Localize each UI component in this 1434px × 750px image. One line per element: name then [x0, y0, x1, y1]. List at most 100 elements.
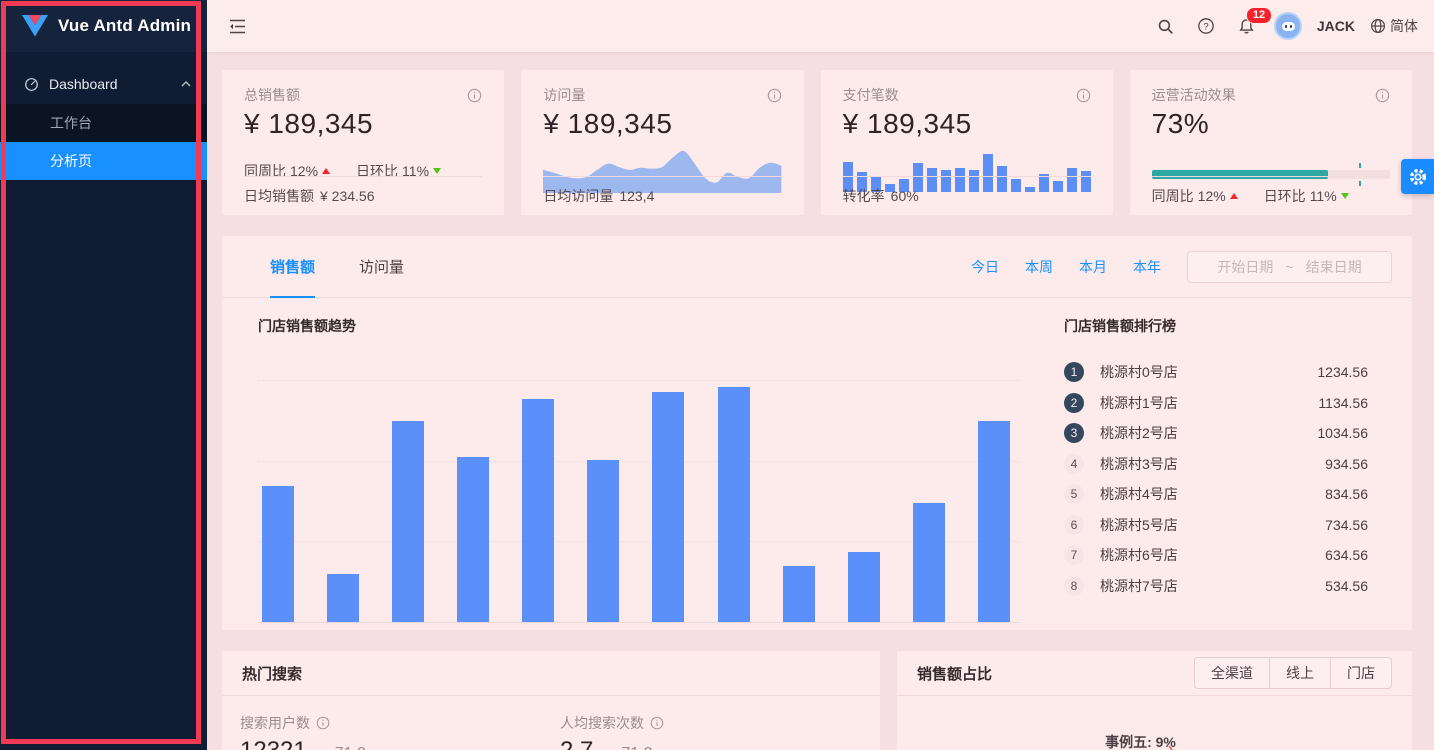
store-name: 桃源村2号店 — [1100, 425, 1178, 442]
mini-bar — [870, 176, 881, 192]
settings-button[interactable] — [1401, 159, 1434, 194]
stat-title: 访问量 — [543, 87, 586, 103]
info-icon[interactable] — [650, 716, 664, 730]
avatar[interactable] — [1273, 12, 1302, 40]
all-channel-button[interactable]: 全渠道 — [1194, 657, 1270, 689]
filter-year[interactable]: 本年 — [1133, 258, 1161, 275]
visit-trend-area-chart — [543, 149, 782, 193]
filter-week[interactable]: 本周 — [1025, 258, 1053, 275]
store-name: 桃源村6号店 — [1100, 547, 1178, 564]
ranking-list: 1 桃源村0号店 1234.56 2 桃源村1号店 1134.56 3 桃源村2号店 1034.… — [1064, 357, 1368, 601]
menu-fold-icon[interactable] — [225, 15, 250, 38]
progress-target-marker — [1359, 181, 1361, 186]
stat-card-payments: 支付笔数 ¥ 189,345 转化率 60% — [820, 70, 1113, 215]
store-sales-value: 934.56 — [1325, 455, 1368, 472]
app-title: Vue Antd Admin — [58, 16, 192, 35]
filter-month[interactable]: 本月 — [1079, 258, 1107, 275]
date-range-picker[interactable]: ~ — [1187, 250, 1392, 283]
mini-bar — [842, 162, 853, 192]
notification-bell-icon[interactable]: 12 — [1234, 6, 1273, 39]
svg-text:?: ? — [1203, 21, 1208, 32]
mini-bar — [1066, 168, 1077, 192]
stat-title: 运营活动效果 — [1151, 87, 1236, 103]
card-title: 销售额占比 — [917, 665, 993, 683]
info-icon[interactable] — [767, 88, 782, 103]
start-date-input[interactable] — [1209, 258, 1282, 275]
filter-today[interactable]: 今日 — [971, 258, 999, 275]
ranking-title: 门店销售额排行榜 — [1064, 318, 1176, 334]
mini-bar — [898, 179, 909, 192]
sales-tabs-bar: 销售额 访问量 今日 本周 本月 本年 ~ — [222, 236, 1412, 298]
chart-bar — [327, 574, 360, 622]
stats-row: 总销售额 ¥ 189,345 同周比 12% 日环比 11% 日均销售额 ¥ 234… — [222, 70, 1412, 215]
store-button[interactable]: 门店 — [1331, 657, 1392, 689]
caret-down-icon — [433, 168, 442, 174]
notification-badge: 12 — [1245, 6, 1273, 24]
mini-bar — [926, 168, 937, 192]
pie-leader-line — [1168, 746, 1174, 750]
rank-badge: 1 — [1064, 362, 1084, 383]
mini-bar — [1080, 171, 1091, 192]
help-icon[interactable]: ? — [1193, 13, 1219, 39]
stat-title: 支付笔数 — [842, 87, 899, 103]
vue-logo-icon — [22, 15, 48, 37]
info-icon[interactable] — [316, 716, 330, 730]
language-switcher[interactable]: 简体 — [1370, 16, 1418, 36]
top-header: ? 12 JACK — [207, 0, 1434, 52]
mini-bar — [954, 168, 965, 192]
online-button[interactable]: 线上 — [1270, 657, 1331, 689]
mini-bar — [1024, 187, 1035, 192]
stat-card-operations: 运营活动效果 73% 同周比 12% 日环比 11% — [1129, 70, 1412, 215]
trend-day: 日环比 11% — [356, 161, 442, 181]
store-sales-value: 1034.56 — [1317, 425, 1368, 442]
info-icon[interactable] — [1076, 88, 1091, 103]
search-icon[interactable] — [1153, 14, 1178, 39]
info-icon[interactable] — [467, 88, 482, 103]
caret-up-icon — [1229, 193, 1238, 199]
tab-sales[interactable]: 销售额 — [270, 236, 316, 298]
mini-bar — [1010, 179, 1021, 192]
mini-bar — [940, 170, 951, 192]
tab-visits[interactable]: 访问量 — [359, 259, 405, 276]
sidebar-item-analysis[interactable]: 分析页 — [0, 142, 207, 180]
sidebar-item-workplace[interactable]: 工作台 — [0, 104, 207, 142]
chart-bar — [392, 421, 425, 622]
sidebar: Vue Antd Admin Dashboard 工作台 分析页 — [0, 0, 207, 750]
metric-value: 2.7 — [560, 737, 593, 750]
mini-bar — [1052, 181, 1063, 192]
dashboard-submenu: 工作台 分析页 — [0, 104, 207, 180]
stat-card-visits: 访问量 ¥ 189,345 日均访问量 123,4 — [521, 70, 804, 215]
chart-bar — [782, 566, 815, 622]
chevron-up-icon — [181, 81, 191, 87]
mini-bar — [912, 163, 923, 192]
info-icon[interactable] — [1375, 88, 1390, 103]
sales-panel: 销售额 访问量 今日 本周 本月 本年 ~ 门店销售额趋势 — [222, 236, 1412, 630]
user-name[interactable]: JACK — [1316, 18, 1355, 34]
rank-badge: 3 — [1064, 423, 1084, 444]
end-date-input[interactable] — [1297, 258, 1370, 275]
chart-bar — [977, 421, 1010, 622]
logo[interactable]: Vue Antd Admin — [0, 0, 207, 52]
chart-bar — [457, 457, 490, 622]
dashboard-icon — [24, 77, 39, 92]
ranking-row: 3 桃源村2号店 1034.56 — [1064, 418, 1368, 449]
menu-group-label: Dashboard — [49, 76, 118, 92]
rank-badge: 7 — [1064, 545, 1084, 566]
menu-group-dashboard[interactable]: Dashboard — [0, 64, 207, 104]
caret-down-icon — [1340, 193, 1349, 199]
store-sales-value: 734.56 — [1325, 516, 1368, 533]
store-name: 桃源村5号店 — [1100, 516, 1178, 533]
stat-value: ¥ 189,345 — [244, 108, 374, 139]
store-sales-value: 834.56 — [1325, 486, 1368, 503]
store-name: 桃源村7号店 — [1100, 577, 1178, 594]
chart-bar — [587, 460, 620, 622]
rank-badge: 4 — [1064, 453, 1084, 474]
card-title: 热门搜索 — [242, 665, 303, 683]
store-sales-value: 534.56 — [1325, 577, 1368, 594]
language-label: 简体 — [1390, 18, 1418, 34]
stat-title: 总销售额 — [244, 87, 300, 103]
rank-badge: 5 — [1064, 484, 1084, 505]
store-name: 桃源村4号店 — [1100, 486, 1178, 503]
store-name: 桃源村3号店 — [1100, 455, 1178, 472]
sidebar-item-label: 分析页 — [50, 153, 92, 169]
